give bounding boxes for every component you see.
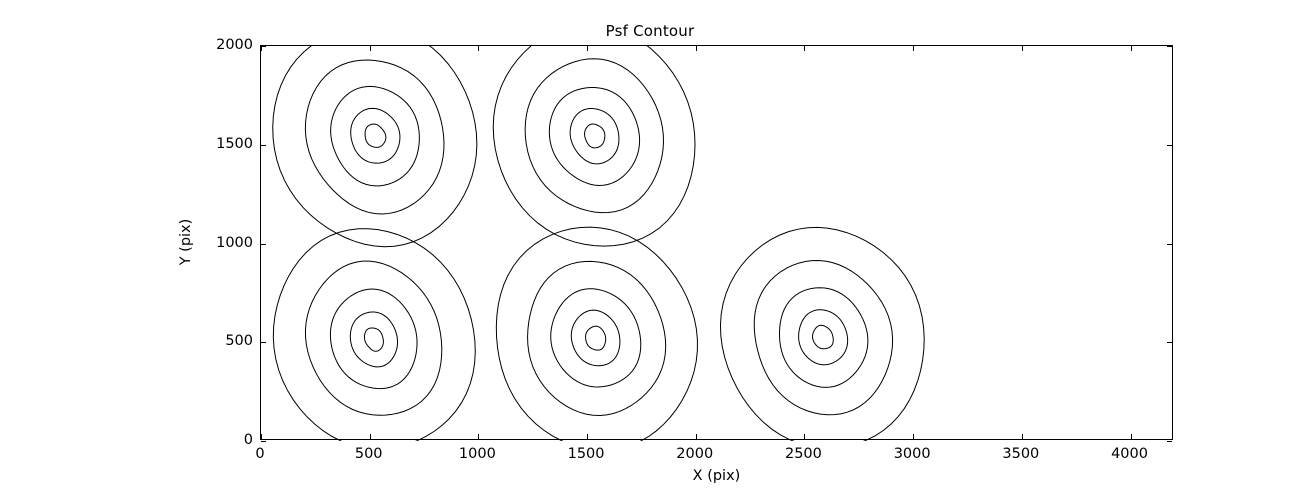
- y-tick-right: [1167, 342, 1172, 344]
- contour-level-0: [364, 123, 387, 148]
- contour-level-0: [584, 123, 606, 149]
- x-tick-top: [1021, 46, 1023, 51]
- contour-level-2: [329, 288, 418, 390]
- contour-level-2: [550, 288, 642, 388]
- y-tick-right: [1167, 243, 1172, 245]
- y-tick-label: 2000: [216, 37, 253, 53]
- x-tick-label: 3500: [1002, 446, 1040, 462]
- contour-level-2: [548, 87, 641, 186]
- x-tick-top: [1130, 46, 1132, 51]
- plot-axes: [260, 45, 1173, 442]
- y-tick-right: [1167, 441, 1172, 442]
- contour-level-0: [812, 324, 834, 350]
- contour-level-3: [524, 58, 664, 214]
- contour-plot-area: [272, 46, 925, 441]
- x-tick-top: [478, 46, 480, 51]
- y-tick-label: 500: [225, 333, 253, 350]
- y-tick-left: [261, 46, 266, 47]
- x-tick-top: [369, 46, 371, 51]
- y-tick-left: [261, 441, 266, 442]
- contour-level-1: [350, 107, 401, 164]
- x-tick-bottom: [587, 434, 589, 439]
- x-tick-bottom: [1021, 434, 1023, 439]
- x-tick-bottom: [1130, 434, 1132, 439]
- x-tick-label: 0: [255, 446, 265, 462]
- x-axis-label: X (pix): [692, 468, 741, 484]
- contour-level-2: [330, 85, 420, 187]
- x-tick-label: 4000: [1111, 446, 1148, 462]
- contour-level-1: [569, 107, 620, 165]
- x-tick-label: 2000: [676, 446, 714, 462]
- y-tick-right: [1167, 144, 1172, 146]
- x-tick-label: 2500: [784, 446, 822, 462]
- x-tick-bottom: [369, 434, 371, 439]
- contour-source-psf-top-middle: [492, 46, 696, 247]
- y-tick-label: 1500: [216, 135, 253, 152]
- x-tick-bottom: [913, 434, 915, 439]
- contour-source-psf-bottom-middle: [495, 226, 698, 441]
- x-tick-label: 3000: [893, 446, 931, 462]
- contour-level-0: [363, 327, 384, 352]
- contour-level-2: [778, 287, 869, 388]
- contour-level-3: [304, 260, 443, 416]
- contour-level-1: [570, 309, 621, 367]
- contour-source-psf-bottom-right: [719, 226, 925, 441]
- x-tick-label: 1000: [458, 446, 496, 462]
- x-tick-bottom: [261, 434, 262, 439]
- y-tick-left: [261, 342, 266, 344]
- x-tick-label: 500: [354, 446, 383, 462]
- contour-level-1: [349, 311, 399, 368]
- contour-level-4: [495, 226, 698, 441]
- contour-level-4: [272, 228, 476, 441]
- y-tick-left: [261, 243, 266, 245]
- contour-source-psf-top-left: [272, 46, 478, 248]
- x-tick-top: [261, 46, 262, 51]
- x-tick-bottom: [695, 434, 697, 439]
- y-tick-label: 0: [243, 432, 253, 448]
- y-axis-label: Y (pix): [178, 218, 194, 266]
- x-tick-bottom: [478, 434, 480, 439]
- contour-level-4: [492, 46, 696, 247]
- y-tick-label: 1000: [216, 234, 253, 251]
- contour-level-4: [272, 46, 478, 248]
- page-title: Psf Contour: [605, 22, 695, 40]
- contour-level-3: [527, 260, 667, 416]
- x-tick-label: 1500: [567, 446, 605, 462]
- contour-level-4: [719, 226, 925, 441]
- contour-level-3: [753, 259, 894, 416]
- contour-level-0: [585, 325, 607, 351]
- x-tick-top: [804, 46, 806, 51]
- x-tick-top: [695, 46, 697, 51]
- contour-level-1: [798, 309, 849, 366]
- contour-level-3: [304, 59, 445, 215]
- contour-source-psf-bottom-left: [272, 228, 476, 441]
- y-tick-left: [261, 144, 266, 146]
- y-tick-right: [1167, 46, 1172, 47]
- x-tick-top: [913, 46, 915, 51]
- x-tick-bottom: [804, 434, 806, 439]
- x-tick-top: [587, 46, 589, 51]
